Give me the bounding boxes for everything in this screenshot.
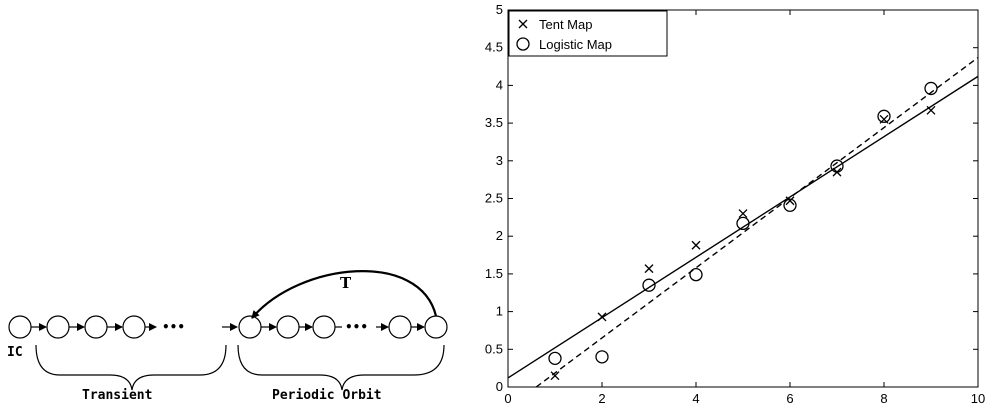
legend: Tent Map Logistic Map — [508, 10, 668, 57]
ellipsis-orbit: ••• — [345, 320, 368, 334]
legend-tent-marker — [518, 19, 528, 29]
orbit-node — [312, 315, 336, 339]
logistic-map-point — [877, 109, 891, 123]
tent-map-point — [550, 371, 560, 381]
orbit-node — [276, 315, 300, 339]
y-tick-label: 1.5 — [485, 266, 503, 281]
state-node — [122, 315, 146, 339]
x-tick-label: 2 — [598, 391, 605, 406]
y-tick-label: 5 — [496, 2, 503, 17]
orbit-node — [388, 315, 412, 339]
legend-box — [508, 10, 668, 57]
ic-label: IC — [7, 345, 23, 360]
ellipsis-transient: ••• — [162, 320, 185, 334]
transient-brace — [35, 344, 227, 391]
y-tick-label: 2 — [496, 228, 503, 243]
x-tick-label: 0 — [504, 391, 511, 406]
y-tick-label: 3 — [496, 153, 503, 168]
y-tick-label: 0.5 — [485, 341, 503, 356]
y-tick-label: 0 — [496, 379, 503, 394]
y-tick-label: 4 — [496, 77, 503, 92]
logistic-map-point — [642, 278, 656, 292]
map-label: T — [340, 274, 352, 292]
transient-label: Transient — [82, 388, 152, 403]
orbit-diagram: ••• ••• T IC Transient Periodic Orbit — [7, 270, 448, 403]
x-tick-label: 10 — [971, 391, 985, 406]
state-node-ic — [8, 315, 32, 339]
logistic-map-point — [924, 81, 938, 96]
y-tick-label: 4.5 — [485, 40, 503, 55]
map-return-arc — [251, 270, 438, 319]
x-stroke — [691, 240, 701, 250]
x-stroke — [926, 105, 936, 115]
fit-line-solid — [507, 75, 979, 379]
state-node — [46, 315, 70, 339]
tent-map-point — [738, 209, 748, 219]
scatter-plot: 0 2 4 6 8 10 0 0.5 1 1.5 2 2.5 3 3.5 4 4.5 5 Tent Map Log… — [485, 2, 985, 406]
logistic-map-point — [689, 268, 703, 282]
tent-map-point — [785, 196, 795, 206]
y-tick-label: 3.5 — [485, 115, 503, 130]
logistic-map-point — [595, 350, 609, 364]
x-stroke — [785, 196, 795, 206]
periodic-brace — [237, 344, 445, 391]
axes-frame — [507, 9, 979, 388]
logistic-map-point — [548, 351, 562, 365]
y-tick-label: 2.5 — [485, 191, 503, 206]
x-stroke — [738, 209, 748, 219]
logistic-map-point — [783, 198, 797, 212]
fit-lines — [507, 56, 979, 388]
x-tick-label: 6 — [786, 391, 793, 406]
x-tick-label: 8 — [880, 391, 887, 406]
legend-label: Tent Map — [539, 17, 592, 32]
x-stroke — [518, 19, 528, 29]
tent-map-point — [691, 240, 701, 250]
orbit-node — [238, 315, 262, 339]
tent-map-point — [926, 105, 936, 115]
fit-line-dashed — [535, 56, 979, 388]
y-tick-label: 1 — [496, 304, 503, 319]
tent-map-point — [597, 312, 607, 322]
logistic-map-point — [736, 216, 750, 231]
periodic-orbit-label: Periodic Orbit — [272, 388, 382, 403]
legend-label: Logistic Map — [539, 37, 612, 52]
tent-map-point — [644, 264, 654, 274]
state-node — [84, 315, 108, 339]
orbit-node-last — [424, 315, 448, 339]
logistic-map-point — [830, 159, 844, 173]
x-stroke — [550, 371, 560, 381]
x-stroke — [597, 312, 607, 322]
x-tick-label: 4 — [692, 391, 699, 406]
data-markers — [548, 81, 938, 381]
legend-logistic-marker — [516, 37, 530, 51]
x-stroke — [644, 264, 654, 274]
